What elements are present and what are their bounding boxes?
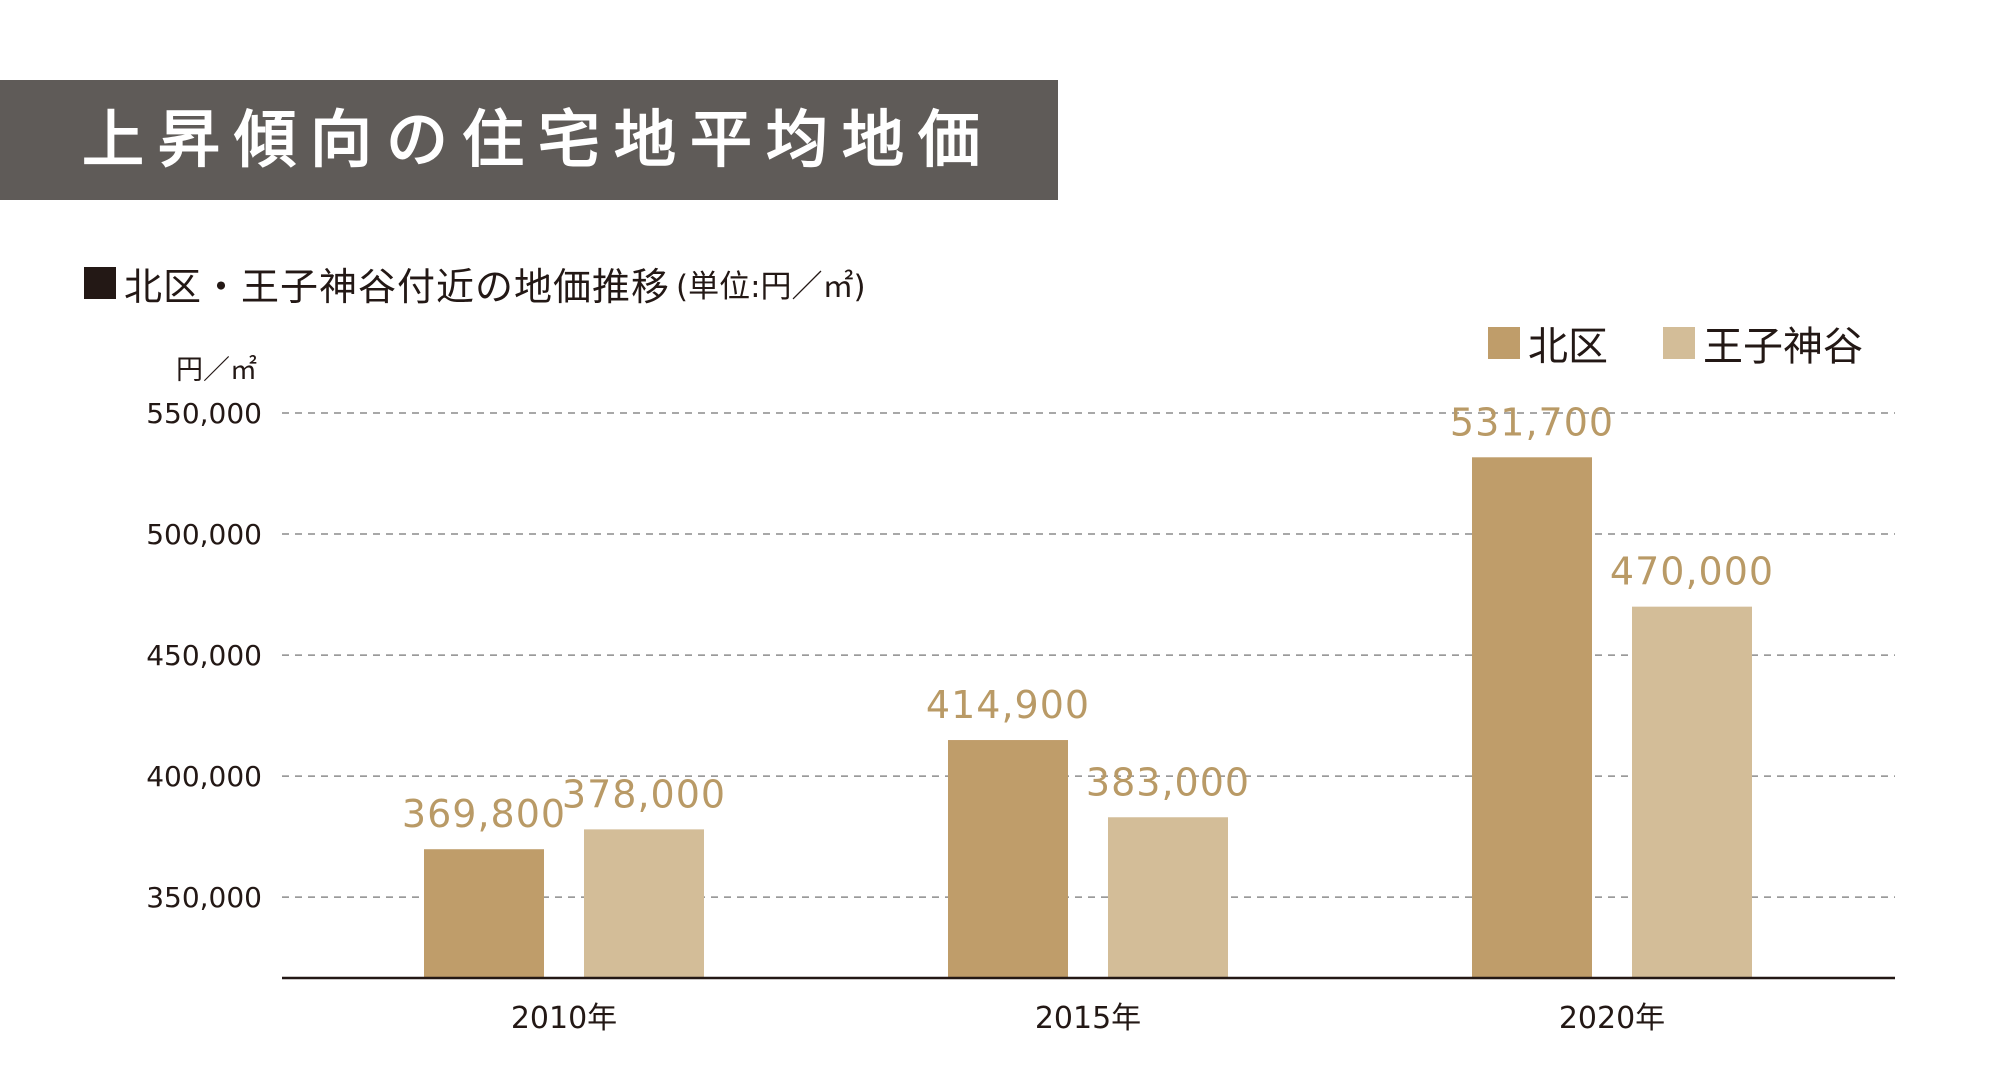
x-tick-label: 2020年 (1559, 1001, 1665, 1036)
data-label: 470,000 (1610, 550, 1774, 594)
y-tick-label: 500,000 (146, 518, 262, 551)
x-axis-categories: 2010年 2015年 2020年 (511, 1001, 1665, 1036)
y-tick-label: 550,000 (146, 397, 262, 430)
grid-lines (282, 412, 1895, 898)
y-tick-label: 400,000 (146, 760, 262, 793)
bar-kita-2010年 (424, 849, 544, 978)
y-axis-unit-label: 円／㎡ (176, 355, 257, 386)
legend-label-kita: 北区 (1528, 324, 1608, 370)
data-label: 531,700 (1450, 400, 1614, 444)
y-axis-ticks: 350,000 400,000 450,000 500,000 550,000 (146, 397, 262, 914)
bars (424, 457, 1752, 978)
bullet-square-icon (84, 267, 116, 299)
data-label: 414,900 (926, 683, 1090, 727)
legend-item-oji-kamiya: 王子神谷 (1663, 320, 1863, 370)
bar-kita-2020年 (1472, 457, 1592, 978)
data-label: 369,800 (402, 792, 566, 836)
y-tick-label: 350,000 (146, 881, 262, 914)
data-label: 378,000 (562, 772, 726, 816)
chart-subtitle-unit: (単位:円／㎡) (676, 268, 866, 305)
data-label: 383,000 (1086, 760, 1250, 804)
bar-kita-2015年 (948, 740, 1068, 978)
y-tick-label: 450,000 (146, 639, 262, 672)
bar-oji-kamiya-2010年 (584, 829, 704, 978)
legend-label-oji-kamiya: 王子神谷 (1703, 324, 1863, 370)
legend-swatch-oji-kamiya (1663, 327, 1695, 359)
legend-item-kita: 北区 (1488, 320, 1608, 370)
chart-subtitle-text: 北区・王子神谷付近の地価推移 (124, 264, 671, 309)
chart-subtitle: 北区・王子神谷付近の地価推移 (単位:円／㎡) (84, 258, 866, 309)
bar-oji-kamiya-2015年 (1108, 817, 1228, 978)
title-banner: 上昇傾向の住宅地平均地価 (0, 80, 1058, 200)
bar-oji-kamiya-2020年 (1632, 606, 1752, 978)
x-tick-label: 2015年 (1035, 1001, 1141, 1036)
page-title: 上昇傾向の住宅地平均地価 (82, 103, 995, 176)
x-tick-label: 2010年 (511, 1001, 617, 1036)
legend-swatch-kita (1488, 327, 1520, 359)
